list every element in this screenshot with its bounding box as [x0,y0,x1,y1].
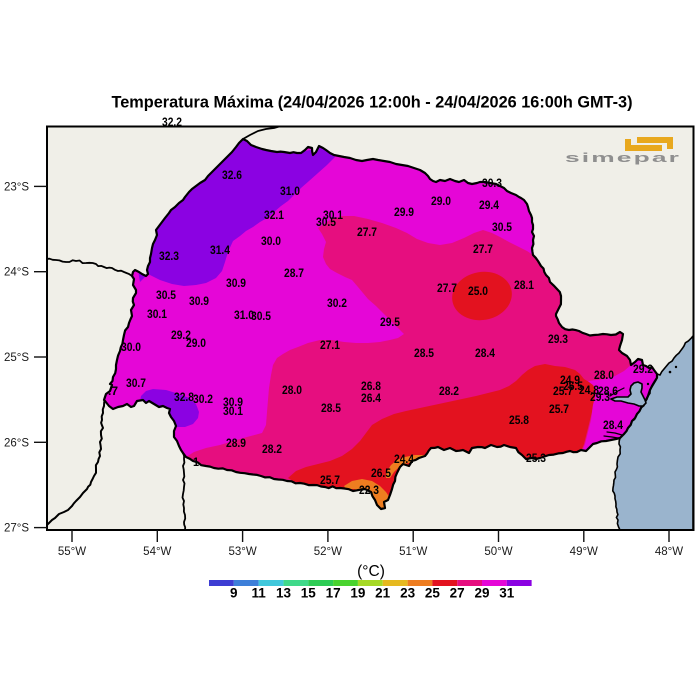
svg-text:15: 15 [301,586,317,601]
svg-text:32.3: 32.3 [159,249,179,263]
svg-text:24.4: 24.4 [394,452,414,466]
svg-text:9: 9 [230,586,238,601]
svg-text:31.0: 31.0 [280,184,300,198]
svg-text:27.7: 27.7 [357,225,377,239]
svg-text:25.7: 25.7 [320,473,340,487]
svg-text:28.4: 28.4 [603,418,623,432]
svg-text:30.1: 30.1 [323,208,343,222]
svg-text:30.7: 30.7 [126,376,146,390]
svg-text:53°W: 53°W [228,546,256,558]
svg-text:30.0: 30.0 [261,234,281,248]
svg-text:32.8: 32.8 [174,390,194,404]
svg-text:25.7: 25.7 [549,402,569,416]
svg-text:30.2: 30.2 [327,296,347,310]
svg-text:simepar: simepar [565,151,681,165]
svg-text:27.1: 27.1 [320,338,340,352]
svg-text:31.0: 31.0 [234,308,254,322]
svg-text:55°W: 55°W [58,546,86,558]
svg-text:29.9: 29.9 [394,205,414,219]
svg-text:54°W: 54°W [143,546,171,558]
svg-text:29: 29 [474,586,489,601]
svg-text:28.5: 28.5 [321,401,341,415]
svg-text:28.6: 28.6 [598,384,618,398]
svg-text:29.0: 29.0 [186,336,206,350]
svg-text:25: 25 [425,586,441,601]
svg-text:19: 19 [350,586,365,601]
svg-text:28.0: 28.0 [594,368,614,382]
svg-text:28.5: 28.5 [414,346,434,360]
svg-text:26.5: 26.5 [371,466,391,480]
svg-text:30.9: 30.9 [223,395,243,409]
svg-text:17: 17 [326,586,341,601]
svg-text:29.5: 29.5 [380,315,400,329]
svg-text:28.2: 28.2 [262,442,282,456]
svg-text:30.1: 30.1 [147,307,167,321]
svg-text:26.8: 26.8 [361,379,381,393]
svg-text:27.7: 27.7 [437,281,457,295]
svg-text:50°W: 50°W [484,546,512,558]
svg-text:23: 23 [400,586,416,601]
svg-text:32.2: 32.2 [162,115,182,129]
svg-text:51°W: 51°W [399,546,427,558]
svg-text:32.6: 32.6 [222,168,242,182]
svg-text:29.2: 29.2 [633,362,653,376]
svg-text:29.3: 29.3 [548,332,568,346]
svg-text:30.0: 30.0 [121,340,141,354]
svg-text:25.8: 25.8 [509,413,529,427]
svg-text:31: 31 [499,586,515,601]
svg-text:27: 27 [450,586,465,601]
svg-text:25.5: 25.5 [563,379,583,393]
svg-text:29.0: 29.0 [431,194,451,208]
svg-text:30.5: 30.5 [316,215,336,229]
svg-text:25°S: 25°S [4,352,29,364]
svg-text:30.5: 30.5 [251,309,271,323]
svg-text:26.4: 26.4 [361,391,381,405]
svg-text:28.4: 28.4 [475,346,495,360]
svg-text:28.1: 28.1 [514,278,534,292]
svg-text:(°C): (°C) [357,563,385,580]
svg-text:30.5: 30.5 [156,288,176,302]
svg-text:28.9: 28.9 [226,436,246,450]
svg-text:52°W: 52°W [314,546,342,558]
svg-text:25.7: 25.7 [553,384,573,398]
svg-text:30.1: 30.1 [223,404,243,418]
svg-text:30.2: 30.2 [193,392,213,406]
svg-text:30.9: 30.9 [189,294,209,308]
svg-text:32.1: 32.1 [264,208,284,222]
svg-text:29.2: 29.2 [171,328,191,342]
svg-text:.7: .7 [108,384,118,398]
svg-text:30.3: 30.3 [482,176,502,190]
svg-text:29.3: 29.3 [590,390,610,404]
svg-text:28.2: 28.2 [439,384,459,398]
svg-text:24°S: 24°S [4,267,29,279]
svg-text:49°W: 49°W [570,546,598,558]
svg-text:24.9: 24.9 [560,373,580,387]
svg-text:28.7: 28.7 [284,266,304,280]
svg-text:27.7: 27.7 [473,242,493,256]
svg-text:22.3: 22.3 [359,483,379,497]
svg-text:1: 1 [193,455,199,469]
svg-text:Temperatura Máxima (24/04/2026: Temperatura Máxima (24/04/2026 12:00h - … [112,94,633,112]
svg-text:11: 11 [251,586,266,601]
svg-text:28.0: 28.0 [282,383,302,397]
svg-text:13: 13 [276,586,292,601]
svg-text:21: 21 [375,586,391,601]
svg-text:30.9: 30.9 [226,276,246,290]
svg-text:24.8: 24.8 [579,383,599,397]
svg-text:26°S: 26°S [4,437,29,449]
svg-text:30.5: 30.5 [492,220,512,234]
svg-text:29.4: 29.4 [479,198,499,212]
svg-text:48°W: 48°W [655,546,683,558]
svg-text:25.3: 25.3 [526,451,546,465]
svg-text:27°S: 27°S [4,523,29,535]
svg-text:31.4: 31.4 [210,243,230,257]
svg-text:23°S: 23°S [4,181,29,193]
svg-text:25.0: 25.0 [468,284,488,298]
